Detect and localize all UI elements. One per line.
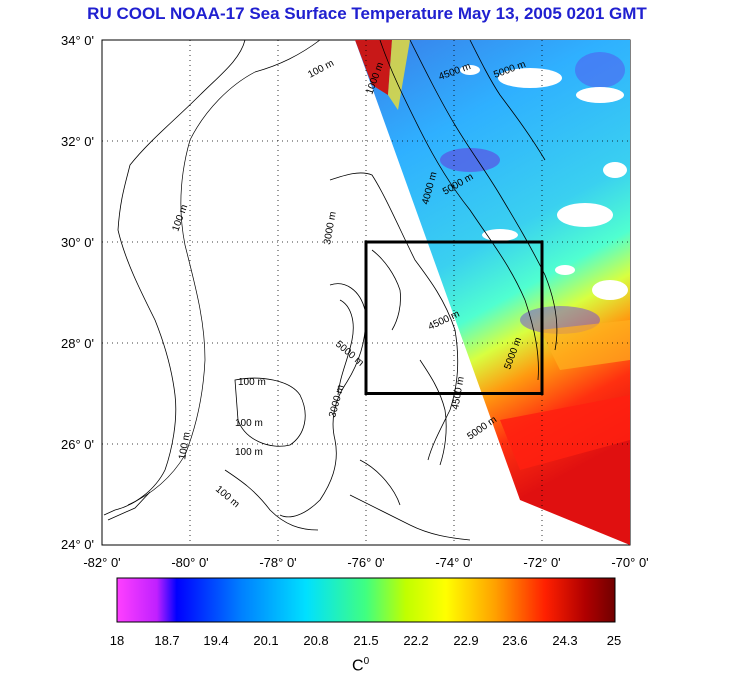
colorbar (116, 577, 616, 623)
colorbar-tick-label: 22.9 (453, 633, 478, 648)
contour-label-100: 100 m (177, 431, 193, 460)
colorbar-tick-label: 20.8 (303, 633, 328, 648)
lon-tick-label: -82° 0' (83, 555, 120, 570)
lat-tick-label: 24° 0' (61, 537, 94, 552)
study-area-box (364, 240, 544, 395)
lat-tick-label: 34° 0' (61, 33, 94, 48)
lon-ticks: -82° 0' -80° 0' -78° 0' -76° 0' -74° 0' … (83, 555, 648, 570)
colorbar-ticks: 18 18.7 19.4 20.1 20.8 21.5 22.2 22.9 23… (110, 633, 621, 648)
colorbar-tick-label: 23.6 (502, 633, 527, 648)
colorbar-tick-label: 21.5 (353, 633, 378, 648)
lon-tick-label: -76° 0' (347, 555, 384, 570)
map-title: RU COOL NOAA-17 Sea Surface Temperature … (87, 4, 647, 23)
lat-tick-label: 26° 0' (61, 437, 94, 452)
coastline (103, 40, 558, 541)
lon-tick-label: -74° 0' (435, 555, 472, 570)
contour-label-100: 100 m (235, 418, 263, 429)
colorbar-tick-label: 22.2 (403, 633, 428, 648)
lat-tick-label: 32° 0' (61, 134, 94, 149)
lat-ticks: 34° 0' 32° 0' 30° 0' 28° 0' 26° 0' 24° 0… (61, 33, 94, 552)
colorbar-tick-label: 18 (110, 633, 124, 648)
colorbar-tick-label: 18.7 (154, 633, 179, 648)
lat-tick-label: 28° 0' (61, 336, 94, 351)
colorbar-tick-label: 24.3 (552, 633, 577, 648)
lon-tick-label: -72° 0' (523, 555, 560, 570)
contour-label-100: 100 m (238, 377, 266, 388)
colorbar-unit: C0 (352, 656, 369, 675)
colorbar-tick-label: 19.4 (203, 633, 228, 648)
lon-tick-label: -80° 0' (171, 555, 208, 570)
lon-tick-label: -70° 0' (611, 555, 648, 570)
lat-tick-label: 30° 0' (61, 235, 94, 250)
colorbar-tick-label: 20.1 (253, 633, 278, 648)
colorbar-unit-sup: 0 (363, 656, 370, 667)
colorbar-unit-text: C (352, 657, 364, 675)
contour-label-100: 100 m (235, 447, 263, 458)
lon-tick-label: -78° 0' (259, 555, 296, 570)
colorbar-tick-label: 25 (607, 633, 621, 648)
sst-swath (355, 40, 630, 545)
